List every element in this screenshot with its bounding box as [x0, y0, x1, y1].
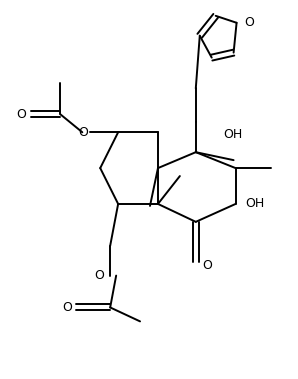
Text: O: O [78, 126, 88, 139]
Text: O: O [17, 108, 27, 121]
Text: O: O [63, 301, 72, 314]
Text: O: O [94, 269, 104, 282]
Text: OH: OH [246, 197, 265, 210]
Text: O: O [245, 16, 254, 29]
Text: O: O [202, 259, 212, 272]
Text: OH: OH [224, 128, 243, 141]
